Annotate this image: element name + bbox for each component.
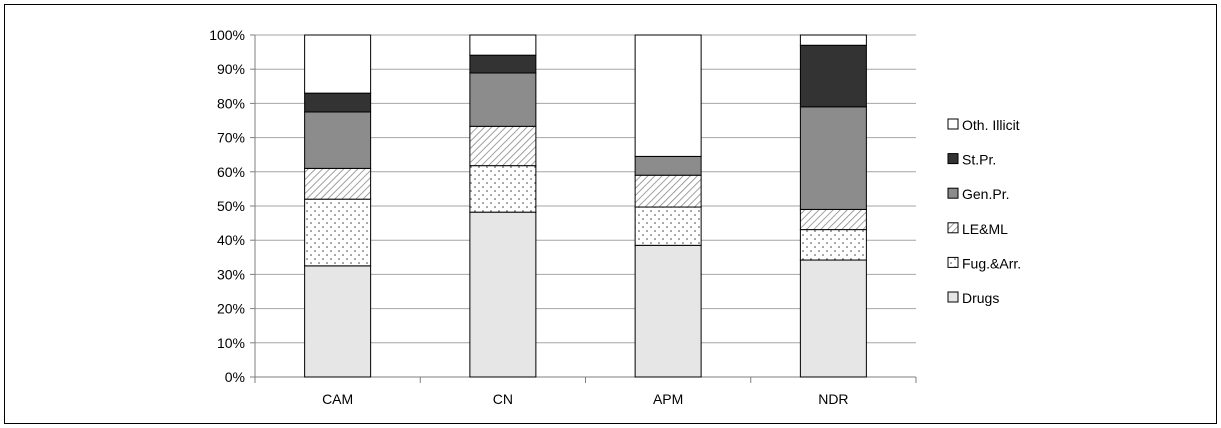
legend-swatch xyxy=(947,222,959,234)
bar-segment-oth-illicit xyxy=(469,34,537,56)
bar-segment-gen-pr xyxy=(799,106,867,210)
legend-swatch xyxy=(947,256,959,268)
legend-swatch xyxy=(947,187,959,199)
y-tick-label: 100% xyxy=(209,27,245,43)
bar-segment-fug-arr xyxy=(469,165,537,213)
y-tick-label: 90% xyxy=(217,61,245,77)
y-tick-label: 50% xyxy=(217,198,245,214)
y-tick-label: 30% xyxy=(217,266,245,282)
legend-label: St.Pr. xyxy=(962,152,996,168)
bar-segment-le-ml xyxy=(799,208,867,231)
legend-swatch xyxy=(947,153,959,165)
y-tick-label: 70% xyxy=(217,130,245,146)
bar-segment-oth-illicit xyxy=(799,34,867,46)
x-category-label: NDR xyxy=(818,391,848,407)
bar-segment-le-ml xyxy=(304,167,372,200)
legend-label: Fug.&Arr. xyxy=(962,255,1021,271)
bar-segment-st-pr xyxy=(304,92,372,113)
bar-segment-gen-pr xyxy=(634,155,702,176)
bar-segment-le-ml xyxy=(634,174,702,208)
x-category-label: CAM xyxy=(322,391,353,407)
legend-label: LE&ML xyxy=(962,221,1008,237)
y-tick-label: 20% xyxy=(217,301,245,317)
bar-segment-st-pr xyxy=(799,44,867,108)
bar-segment-drugs xyxy=(799,259,867,378)
chart-frame: 0% 10% 20% 30% 40% 50% 60% 70% 80% 90% 100% CAM CN AP… xyxy=(4,4,1217,424)
bar-segment-fug-arr xyxy=(799,229,867,261)
y-tick-label: 10% xyxy=(217,335,245,351)
y-tick-label: 80% xyxy=(217,95,245,111)
bar-segment-drugs xyxy=(304,265,372,378)
bar-segment-oth-illicit xyxy=(634,34,702,157)
legend-label: Oth. Illicit xyxy=(962,117,1020,133)
bar-segment-fug-arr xyxy=(634,206,702,246)
bar-segment-oth-illicit xyxy=(304,34,372,94)
bar-segment-st-pr xyxy=(469,54,537,74)
legend-swatch xyxy=(947,291,959,303)
y-tick-label: 0% xyxy=(225,369,245,385)
bars xyxy=(304,34,867,378)
x-category-label: APM xyxy=(653,391,683,407)
y-tick-label: 60% xyxy=(217,164,245,180)
legend-label: Gen.Pr. xyxy=(962,186,1009,202)
bar-segment-drugs xyxy=(469,211,537,378)
x-category-label: CN xyxy=(493,391,513,407)
bar-segment-le-ml xyxy=(469,125,537,167)
bar-segment-fug-arr xyxy=(304,198,372,267)
y-tick-label: 40% xyxy=(217,232,245,248)
legend: Oth. Illicit St.Pr. Gen.Pr. LE&ML Fug.&Arr. D… xyxy=(947,117,1021,306)
legend-swatch xyxy=(947,118,959,130)
bar-segment-gen-pr xyxy=(469,72,537,127)
axes: 0% 10% 20% 30% 40% 50% 60% 70% 80% 90% 100% CAM CN AP… xyxy=(209,27,917,407)
bar-segment-gen-pr xyxy=(304,111,372,169)
bar-segment-drugs xyxy=(634,244,702,378)
stacked-bar-chart: 0% 10% 20% 30% 40% 50% 60% 70% 80% 90% 100% CAM CN AP… xyxy=(209,27,1021,407)
legend-label: Drugs xyxy=(962,290,999,306)
